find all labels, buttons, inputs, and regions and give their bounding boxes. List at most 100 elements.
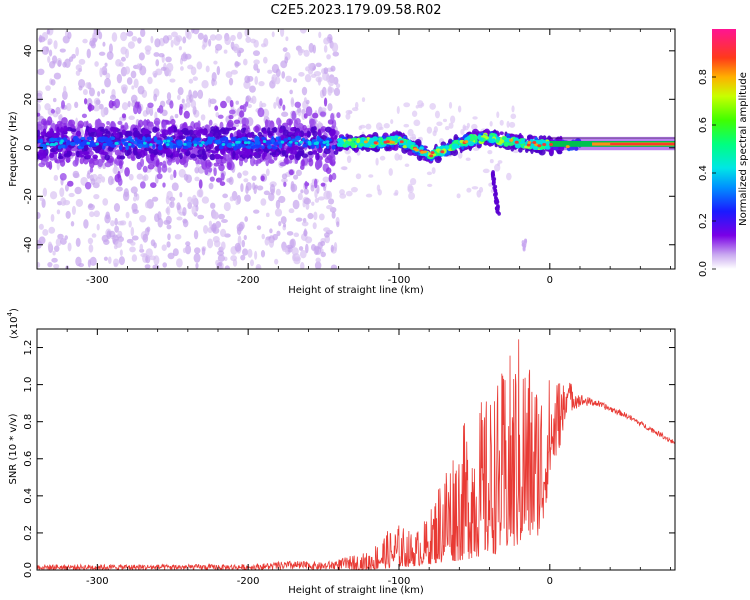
spectrogram-cell — [66, 149, 71, 155]
spectrogram-cell — [70, 141, 76, 147]
spectrogram-cell — [262, 130, 268, 134]
spectrogram-cell — [281, 71, 286, 79]
spectrogram-cell — [37, 92, 43, 103]
spectrogram-cell — [128, 115, 135, 120]
spectrogram-cell — [162, 139, 167, 143]
spectrogram-heatmap — [37, 29, 675, 269]
spectrogram-cell — [217, 114, 224, 119]
spectrogram-y-axis-label: Frequency (Hz) — [8, 111, 19, 187]
spectrogram-cell — [286, 118, 294, 126]
spectrogram-cell — [75, 150, 80, 158]
spectrogram-cell — [37, 68, 45, 76]
spectrogram-cell — [104, 77, 111, 88]
spectrogram-cell — [38, 223, 44, 230]
spectrogram-cell — [119, 249, 123, 256]
spectrogram-cell — [156, 173, 163, 180]
spectrogram-cell — [472, 135, 480, 139]
spectrogram-cell — [162, 35, 170, 44]
spectrogram-cell — [298, 170, 303, 176]
spectrogram-cell — [448, 122, 454, 129]
snr-y-axis-label: SNR (10 * v/v) — [8, 413, 19, 484]
spectrogram-cell — [169, 100, 174, 109]
spectrogram-cell — [169, 174, 174, 181]
spectrogram-cell — [359, 143, 364, 147]
spectrogram-cell — [247, 248, 253, 258]
spectrogram-cell — [280, 29, 285, 37]
spectrogram-cell — [265, 212, 270, 218]
spectrogram-cell — [427, 183, 433, 187]
spectrogram-cell — [245, 181, 252, 191]
spectrogram-cell — [298, 246, 304, 251]
spectrogram-cell — [37, 129, 41, 137]
snr-scale-exponent: 4 — [6, 311, 14, 316]
y-tick-label: 0.6 — [23, 451, 34, 467]
spectrogram-cell — [197, 159, 203, 165]
spectrogram-cell — [201, 247, 206, 256]
spectrogram-cell — [283, 223, 287, 228]
spectrogram-cell — [101, 136, 107, 141]
spectrogram-cell — [120, 84, 128, 92]
spectrogram-cell — [228, 114, 234, 120]
spectrogram-cell — [153, 117, 161, 126]
spectrogram-cell — [218, 261, 223, 267]
spectrogram-cell — [253, 39, 259, 48]
spectrogram-cell — [399, 140, 404, 144]
spectrogram-cell — [549, 148, 553, 155]
spectrogram-cell — [261, 145, 265, 150]
spectrogram-cell — [294, 118, 301, 125]
spectrogram-cell — [310, 144, 315, 149]
spectrogram-cell — [208, 119, 213, 126]
spectrogram-cell — [227, 147, 235, 151]
spectrogram-cell — [244, 101, 249, 107]
spectrogram-cell — [64, 184, 69, 192]
x-tick-label: 0 — [547, 275, 553, 286]
spectrogram-cell — [160, 66, 167, 71]
spectrogram-cell — [491, 176, 495, 181]
spectrogram-cell — [168, 137, 174, 141]
spectrogram-cell — [195, 262, 199, 269]
spectrogram-cell — [137, 142, 143, 149]
spectrogram-cell — [527, 140, 532, 144]
spectrogram-cell — [299, 140, 303, 144]
spectrogram-cell — [53, 174, 59, 182]
spectrogram-cell — [286, 231, 294, 236]
spectrogram-cell — [119, 220, 127, 226]
spectrogram-cell — [113, 203, 121, 212]
spectrogram-cell — [161, 244, 167, 252]
spectrogram-cell — [185, 29, 190, 39]
spectrogram-cell — [318, 31, 322, 39]
spectrogram-band-max — [610, 143, 675, 145]
spectrogram-cell — [80, 136, 86, 140]
colorbar-tick-label: 0.0 — [698, 261, 709, 277]
spectrogram-cell — [522, 247, 526, 252]
spectrogram-cell — [404, 163, 410, 167]
spectrogram-cell — [345, 109, 353, 115]
spectrogram-cell — [114, 240, 123, 248]
x-tick-label: -200 — [237, 275, 260, 286]
spectrogram-cell — [226, 162, 232, 170]
y-tick-label: 0.8 — [23, 414, 34, 430]
spectrogram-cell — [209, 98, 217, 105]
snr-x-axis-label: Height of straight line (km) — [288, 585, 424, 596]
spectrogram-cell — [256, 225, 262, 231]
spectrogram-cell — [218, 163, 225, 172]
spectrogram-cell — [261, 233, 265, 240]
spectrogram-cell — [292, 199, 300, 210]
snr-scale-close: ) — [9, 308, 20, 312]
spectrogram-cell — [125, 211, 130, 219]
spectrogram-cell — [464, 140, 469, 144]
spectrogram-cell — [238, 221, 245, 230]
spectrogram-cell — [327, 103, 333, 112]
spectrogram-cell — [61, 100, 65, 109]
spectrogram-cell — [181, 98, 185, 104]
spectrogram-cell — [56, 209, 61, 215]
spectrogram-cell — [283, 138, 288, 142]
spectrogram-cell — [304, 243, 309, 254]
spectrogram-cell — [52, 55, 58, 64]
spectrogram-cell — [280, 216, 287, 225]
spectrogram-cell — [108, 43, 113, 54]
spectrogram-cell — [245, 95, 252, 102]
spectrogram-cell — [219, 146, 223, 150]
spectrogram-cell — [101, 234, 109, 243]
